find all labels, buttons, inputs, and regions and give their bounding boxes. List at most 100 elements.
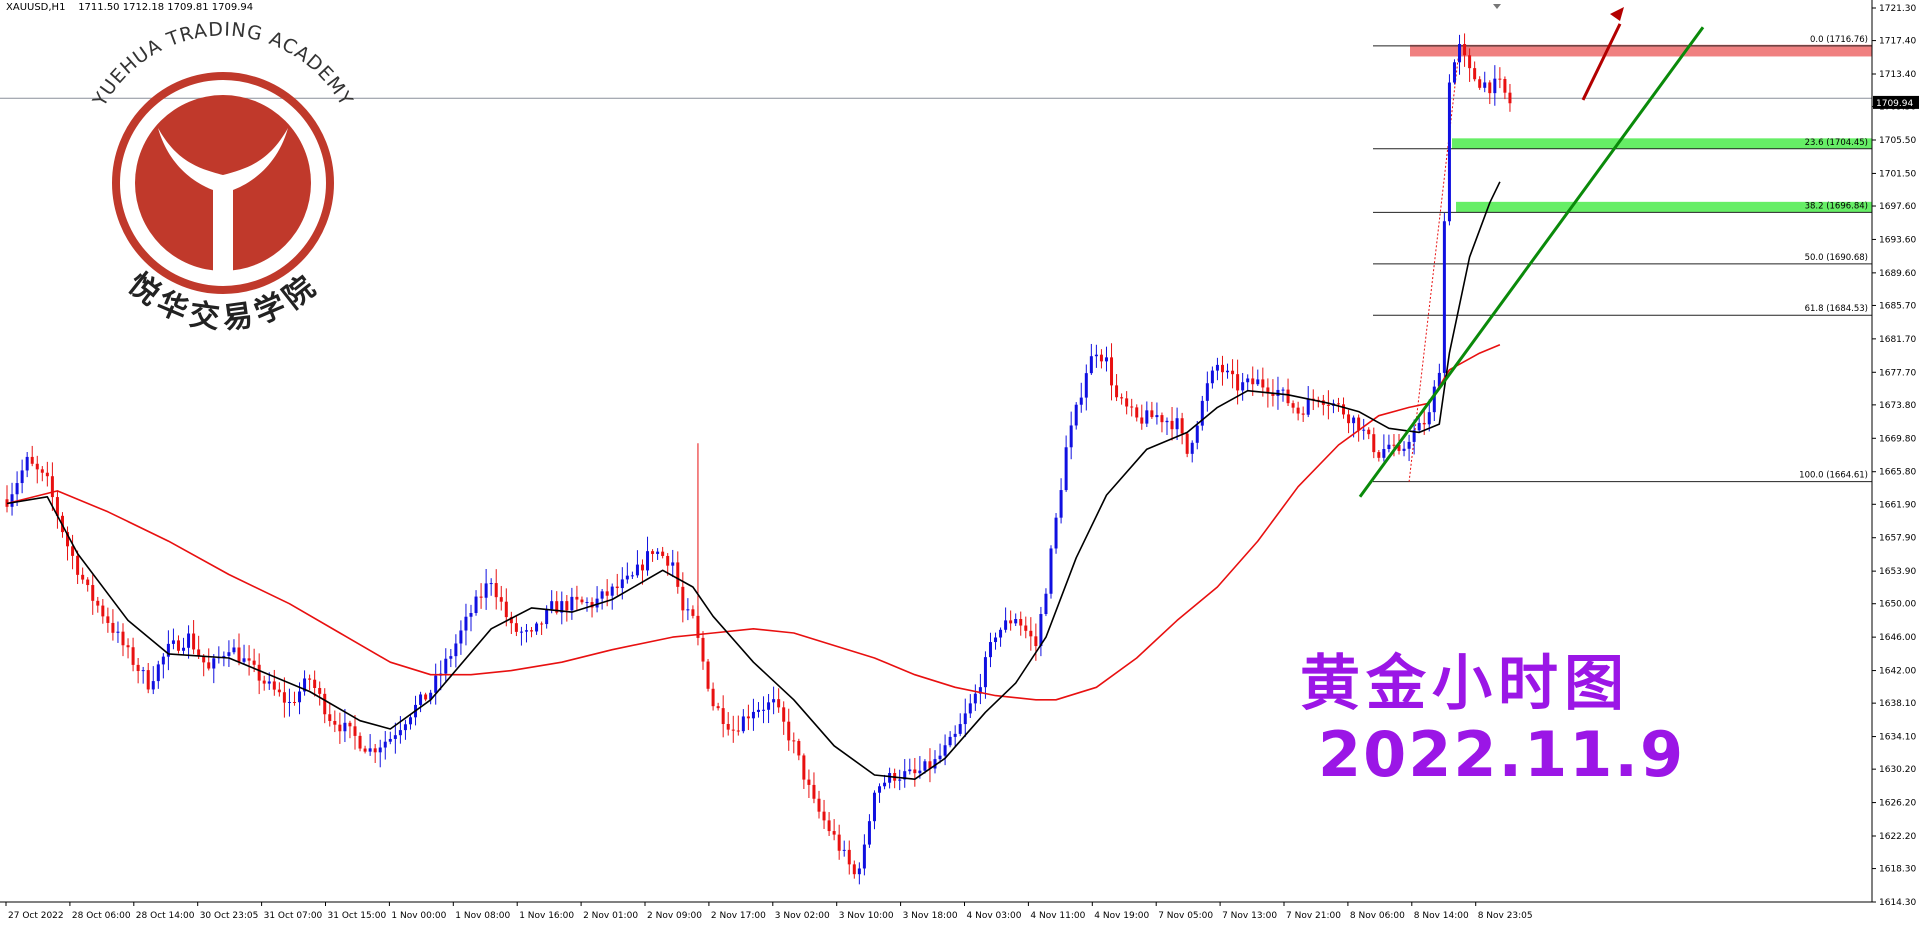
candle-body <box>333 720 337 725</box>
fib-diagonal <box>1408 46 1461 482</box>
moving-average-red <box>6 343 1501 701</box>
current-price-label: 1709.94 <box>1876 99 1913 109</box>
candle-body <box>353 726 357 736</box>
candle-body <box>176 640 180 651</box>
candle-body <box>1180 418 1184 434</box>
candle-body <box>86 579 90 586</box>
y-tick-label: 1669.80 <box>1879 434 1916 444</box>
candle-body <box>272 681 276 690</box>
candle-body <box>338 724 342 732</box>
candle-body <box>81 574 85 580</box>
y-tick-label: 1673.80 <box>1879 401 1916 411</box>
candle-body <box>524 630 528 632</box>
candle-body <box>66 532 70 547</box>
zone-rect <box>1452 138 1872 149</box>
candle-body <box>630 575 634 577</box>
candle-body <box>656 551 660 554</box>
candle-body <box>1074 404 1078 426</box>
price-zones <box>1410 44 1872 213</box>
candle-body <box>101 605 105 617</box>
fib-level-label: 50.0 (1690.68) <box>1805 253 1868 263</box>
y-tick-label: 1717.40 <box>1879 37 1916 47</box>
candle-body <box>146 670 150 690</box>
y-tick-label: 1713.40 <box>1879 70 1916 80</box>
red-arrow-head-icon <box>1610 7 1624 21</box>
candle-body <box>1094 354 1098 357</box>
candle-body <box>827 820 831 832</box>
candle-body <box>50 476 54 498</box>
candle-body <box>1034 636 1038 647</box>
candle-body <box>202 655 206 663</box>
candle-body <box>646 551 650 571</box>
candle-body <box>1195 425 1199 443</box>
fib-level-label: 0.0 (1716.76) <box>1810 35 1868 45</box>
candle-body <box>817 798 821 812</box>
candle-body <box>696 615 700 638</box>
candle-body <box>535 623 539 632</box>
candle-body <box>686 609 690 611</box>
symbol-info: XAUUSD,H1 1711.50 1712.18 1709.81 1709.9… <box>6 2 253 13</box>
candle-body <box>141 670 145 672</box>
candle-body <box>116 631 120 633</box>
candle-body <box>1437 372 1441 387</box>
candle-body <box>1306 398 1310 415</box>
x-tick-label: 31 Oct 15:00 <box>328 911 387 921</box>
y-tick-label: 1642.00 <box>1879 667 1916 677</box>
candle-body <box>580 599 584 603</box>
candle-body <box>1463 44 1467 56</box>
candle-body <box>222 655 226 658</box>
candle-body <box>464 616 468 631</box>
x-tick-label: 3 Nov 10:00 <box>839 911 894 921</box>
candle-body <box>751 711 755 719</box>
candle-body <box>822 811 826 821</box>
x-tick-label: 2 Nov 01:00 <box>583 911 638 921</box>
candle-body <box>323 693 327 715</box>
candle-body <box>530 630 534 632</box>
x-tick-label: 1 Nov 00:00 <box>391 911 446 921</box>
x-tick-label: 28 Oct 14:00 <box>136 911 195 921</box>
x-tick-label: 2 Nov 17:00 <box>711 911 766 921</box>
candle-body <box>232 647 236 653</box>
candle-body <box>398 730 402 736</box>
candle-body <box>1473 68 1477 80</box>
candle-body <box>1205 383 1209 401</box>
x-tick-label: 3 Nov 18:00 <box>903 911 958 921</box>
x-tick-label: 4 Nov 03:00 <box>967 911 1022 921</box>
candle-body <box>182 647 186 651</box>
candle-body <box>575 596 579 600</box>
candle-body <box>1488 82 1492 94</box>
candle-body <box>504 601 508 618</box>
candle-body <box>348 722 352 727</box>
candle-body <box>166 643 170 657</box>
candle-body <box>691 609 695 616</box>
candle-body <box>933 759 937 769</box>
y-tick-label: 1685.70 <box>1879 301 1916 311</box>
candle-body <box>499 597 503 602</box>
candle-body <box>837 834 841 851</box>
candle-body <box>40 469 44 473</box>
scroll-marker-icon <box>1493 4 1501 9</box>
x-tick-label: 3 Nov 02:00 <box>775 911 830 921</box>
candle-body <box>1407 441 1411 449</box>
candle-body <box>767 702 771 710</box>
candle-body <box>292 701 296 703</box>
candle-body <box>1442 221 1446 373</box>
x-tick-label: 1 Nov 16:00 <box>519 911 574 921</box>
candle-body <box>76 555 80 575</box>
y-tick-label: 1689.60 <box>1879 269 1916 279</box>
candle-body <box>898 779 902 781</box>
candle-body <box>550 601 554 610</box>
candle-body <box>242 658 246 662</box>
x-tick-label: 1 Nov 08:00 <box>455 911 510 921</box>
candle-body <box>449 656 453 659</box>
candle-body <box>1508 92 1512 104</box>
candle-body <box>197 649 201 656</box>
symbol-label: XAUUSD,H1 <box>6 2 66 13</box>
x-tick-label: 4 Nov 19:00 <box>1094 911 1149 921</box>
candle-body <box>968 703 972 714</box>
candle-body <box>716 706 720 709</box>
candle-body <box>812 784 816 799</box>
candle-body <box>958 724 962 734</box>
candle-body <box>867 821 871 845</box>
